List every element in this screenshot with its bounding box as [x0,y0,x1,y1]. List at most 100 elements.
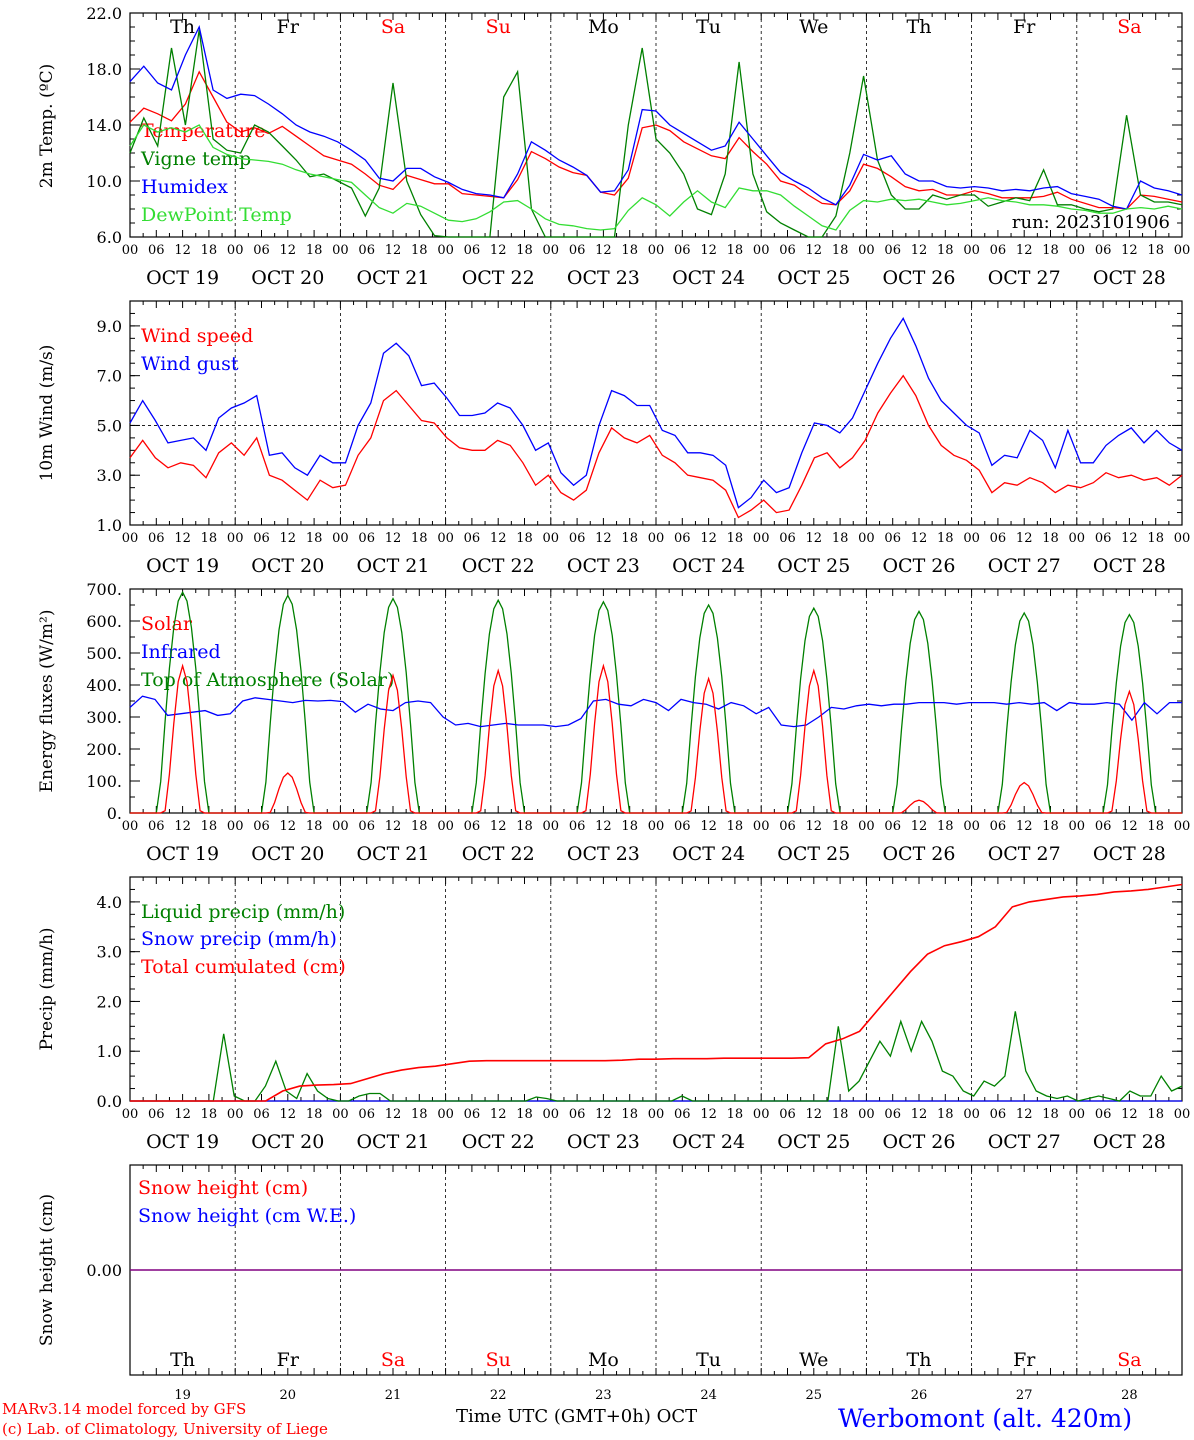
hour-tick-label: 18 [832,531,849,546]
hour-tick-label: 06 [358,531,375,546]
y-axis-title: 2m Temp. (ºC) [37,64,57,189]
weekday-label: Th [170,16,195,38]
date-label: OCT 24 [672,555,745,577]
date-label: OCT 21 [356,843,429,865]
hour-tick-label: 12 [595,819,612,834]
date-label: OCT 22 [462,843,535,865]
weekday-label: We [799,1349,828,1371]
hour-tick-label: 06 [253,1107,270,1122]
hour-tick-label: 06 [253,243,270,258]
hour-tick-label: 18 [937,243,954,258]
hour-tick-label: 00 [227,243,244,258]
hour-tick-label: 12 [1016,1107,1033,1122]
hour-tick-label: 18 [621,1107,638,1122]
hour-tick-label: 12 [174,531,191,546]
hour-tick-label: 06 [674,531,691,546]
hour-tick-label: 12 [806,531,823,546]
hour-tick-label: 00 [1174,1107,1191,1122]
day-number-label: 20 [280,1388,297,1403]
hour-tick-label: 12 [700,531,717,546]
y-tick-label: 500. [86,644,122,663]
hour-tick-label: 12 [911,243,928,258]
hour-tick-label: 12 [700,819,717,834]
hour-tick-label: 00 [1069,1107,1086,1122]
y-tick-label: 1.0 [97,1042,122,1061]
hour-tick-label: 12 [1016,243,1033,258]
hour-tick-label: 00 [753,1107,770,1122]
date-label: OCT 22 [462,555,535,577]
hour-tick-label: 06 [884,531,901,546]
hour-tick-label: 12 [806,819,823,834]
day-number-label: 19 [174,1388,191,1403]
date-label: OCT 24 [672,843,745,865]
hour-tick-label: 06 [884,819,901,834]
hour-tick-label: 00 [648,531,665,546]
day-number-label: 22 [490,1388,507,1403]
hour-tick-label: 06 [1095,243,1112,258]
run-label: run: 2023101906 [1012,212,1170,233]
date-label: OCT 26 [882,555,955,577]
hour-tick-label: 00 [1174,243,1191,258]
hour-tick-label: 06 [148,243,165,258]
hour-tick-label: 12 [1016,531,1033,546]
hour-tick-label: 18 [727,1107,744,1122]
weekday-label: Fr [277,16,300,38]
hour-tick-label: 00 [437,531,454,546]
date-label: OCT 28 [1093,555,1166,577]
legend-entry: Snow height (cm) [138,1177,308,1199]
y-tick-label: 22.0 [86,4,122,23]
legend-entry: Solar [141,613,193,635]
hour-tick-label: 12 [385,531,402,546]
hour-tick-label: 18 [1147,1107,1164,1122]
date-label: OCT 23 [567,267,640,289]
y-axis-title: Precip (mm/h) [37,927,57,1050]
hour-tick-label: 12 [1121,819,1138,834]
date-label: OCT 19 [146,843,219,865]
date-label: OCT 25 [777,267,850,289]
date-label: OCT 25 [777,555,850,577]
weekday-label: Fr [1013,1349,1036,1371]
hour-tick-label: 12 [174,1107,191,1122]
panel-frame [129,300,1183,526]
hour-tick-label: 12 [490,531,507,546]
hour-tick-label: 12 [385,819,402,834]
y-tick-label: 10.0 [86,172,122,191]
date-label: OCT 19 [146,267,219,289]
y-tick-label: 9.0 [97,317,122,336]
hour-tick-label: 06 [990,819,1007,834]
hour-tick-label: 12 [806,243,823,258]
date-label: OCT 19 [146,555,219,577]
hour-tick-label: 00 [122,1107,139,1122]
cumulated-precip-line [130,883,1183,1102]
hour-tick-label: 00 [437,1107,454,1122]
hour-tick-label: 18 [306,819,323,834]
wind-series-line [129,374,1183,519]
hour-tick-label: 00 [437,819,454,834]
hour-tick-label: 18 [201,819,218,834]
temp-series-line [129,70,1183,210]
model-credit: MARv3.14 model forced by GFS [2,1400,247,1418]
hour-tick-label: 18 [306,243,323,258]
y-tick-label: 3.0 [97,466,122,485]
date-label: OCT 25 [777,843,850,865]
weekday-label: Th [907,16,932,38]
y-axis-title: Snow height (cm) [37,1194,57,1346]
hour-tick-label: 12 [1016,819,1033,834]
day-number-label: 25 [806,1388,823,1403]
hour-tick-label: 18 [727,819,744,834]
hour-tick-label: 06 [464,1107,481,1122]
hour-tick-label: 06 [148,819,165,834]
hour-tick-label: 18 [516,1107,533,1122]
hour-tick-label: 12 [280,819,297,834]
hour-tick-label: 00 [122,819,139,834]
hour-tick-label: 06 [569,531,586,546]
day-number-label: 21 [385,1388,402,1403]
date-label: OCT 28 [1093,843,1166,865]
hour-tick-label: 00 [648,819,665,834]
hour-tick-label: 00 [753,243,770,258]
y-tick-label: 5.0 [97,416,122,435]
hour-tick-label: 12 [911,1107,928,1122]
hour-tick-label: 00 [227,1107,244,1122]
hour-tick-label: 00 [332,1107,349,1122]
y-tick-label: 300. [86,708,122,727]
